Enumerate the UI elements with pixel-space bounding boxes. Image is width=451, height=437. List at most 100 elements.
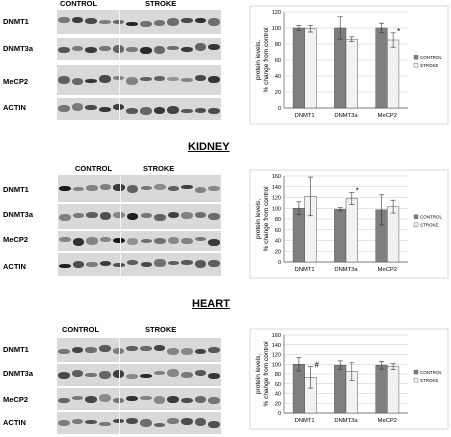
blot-band — [167, 76, 179, 81]
blot-band — [99, 212, 112, 221]
x-tick-label: DNMT1 — [295, 267, 315, 273]
blot-band — [58, 76, 70, 85]
blot-lane-divider — [119, 10, 121, 34]
blot-band — [181, 260, 193, 266]
blot-band — [167, 46, 179, 51]
blot-band — [154, 258, 166, 267]
blot-band — [71, 17, 84, 24]
y-tick-label: 140 — [272, 185, 281, 191]
blot-band — [112, 20, 125, 25]
blot-band — [99, 421, 111, 426]
stroke-group-label: STROKE — [145, 0, 177, 8]
blot-band — [167, 261, 180, 266]
blot-band — [71, 369, 84, 377]
x-tick-label: DNMT3a — [334, 113, 358, 119]
blot-band — [99, 261, 112, 267]
blot-band — [181, 77, 193, 82]
blot-band — [126, 47, 138, 53]
blot-band — [194, 396, 207, 404]
y-tick-label: 120 — [272, 10, 281, 16]
control-group-label: CONTROL — [75, 164, 113, 173]
blot-band — [113, 237, 125, 243]
blot-band — [154, 183, 166, 190]
blot-band — [126, 77, 138, 86]
blot-band — [167, 395, 179, 403]
blot-band — [112, 369, 125, 378]
blot-band — [167, 212, 180, 219]
blot-band — [126, 184, 139, 193]
y-tick-label: 0 — [278, 260, 281, 266]
blot-band — [58, 47, 70, 54]
blot-band — [181, 47, 193, 53]
legend-swatch — [413, 369, 419, 375]
mecp2-label: MeCP2 — [3, 395, 29, 404]
blot-band — [208, 372, 220, 379]
significance-marker: * — [356, 187, 359, 196]
legend-label: STROKE — [420, 223, 439, 228]
blot-band — [71, 346, 84, 353]
actin-label: ACTIN — [3, 418, 26, 427]
y-tick-label: 20 — [275, 401, 281, 407]
blot-band — [112, 76, 125, 81]
blot-band — [72, 187, 85, 192]
western-blot-dnmt1 — [57, 338, 221, 362]
blot-band — [85, 46, 97, 53]
significance-marker: * — [397, 27, 400, 36]
blot-band — [71, 78, 84, 86]
bar-stroke-mecp2 — [387, 206, 400, 263]
blot-band — [194, 260, 207, 269]
blot-band — [167, 369, 179, 378]
blot-band — [194, 349, 207, 355]
blot-band — [140, 261, 153, 267]
blot-band — [113, 211, 125, 218]
dnmt1-label: DNMT1 — [3, 345, 29, 354]
blot-band — [167, 17, 179, 26]
blot-band — [140, 185, 153, 190]
blot-band — [208, 17, 220, 26]
blot-band — [112, 419, 125, 424]
blot-band — [208, 213, 220, 221]
legend-swatch — [413, 377, 419, 383]
blot-band — [208, 75, 220, 83]
blot-lane-divider — [119, 412, 121, 434]
blot-band — [140, 213, 153, 219]
dnmt3a-label: DNMT3a — [3, 210, 34, 219]
y-axis-label: protein levels, — [255, 40, 262, 80]
blot-band — [194, 43, 207, 52]
chart-frame — [249, 5, 449, 125]
blot-band — [181, 418, 193, 426]
blot-band — [72, 261, 85, 269]
blot-band — [140, 418, 152, 427]
chart-frame — [249, 328, 449, 430]
bar-control-dnmt3a — [334, 27, 347, 109]
blot-band — [71, 103, 84, 112]
x-tick-label: MeCP2 — [378, 267, 397, 273]
blot-band — [167, 347, 179, 355]
control-group-label: CONTROL — [62, 325, 100, 334]
blot-band — [99, 19, 111, 24]
blot-band — [86, 212, 98, 219]
y-tick-label: 60 — [275, 228, 281, 234]
blot-band — [99, 393, 111, 402]
blot-band — [208, 260, 220, 268]
blot-band — [181, 108, 193, 113]
y-tick-label: 100 — [272, 206, 281, 212]
blot-band — [167, 237, 180, 245]
western-blot-dnmt3a — [57, 364, 221, 386]
western-blot-dnmt3a — [57, 38, 221, 60]
blot-band — [113, 183, 125, 191]
bar-control-mecp2 — [375, 27, 388, 109]
blot-band — [85, 395, 97, 403]
blot-band — [126, 21, 138, 26]
blot-band — [167, 105, 179, 114]
y-axis-label: protein levels, — [255, 354, 262, 394]
x-tick-label: DNMT3a — [334, 418, 358, 424]
blot-band — [71, 395, 84, 400]
bar-stroke-mecp2 — [387, 366, 400, 414]
blot-band — [140, 238, 153, 243]
blot-band — [153, 422, 166, 427]
blot-band — [194, 418, 207, 427]
bar-stroke-dnmt1 — [304, 28, 317, 109]
blot-band — [126, 237, 139, 245]
blot-band — [59, 263, 71, 268]
